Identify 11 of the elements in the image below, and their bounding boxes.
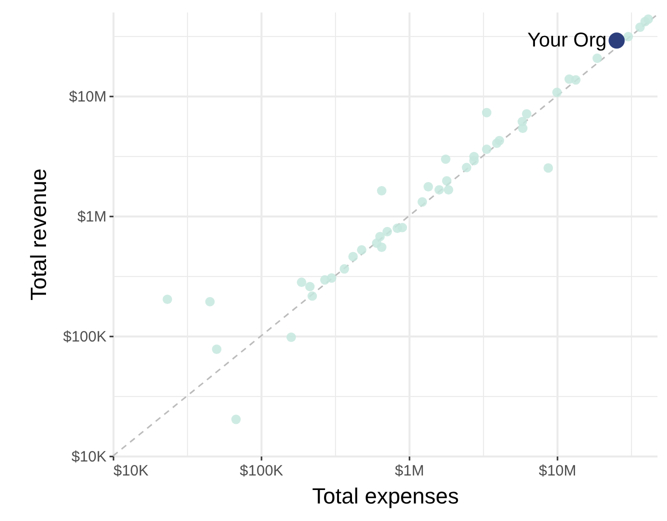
x-tick-label: $1M [394, 462, 424, 480]
x-tick-label: $10M [538, 462, 576, 480]
series-label: Your Org [527, 30, 607, 52]
x-axis-title: Total expenses [312, 484, 459, 508]
y-tick-label: $100K [63, 328, 106, 346]
y-axis-title: Total revenue [26, 168, 52, 301]
y-tick-label: $10K [71, 448, 106, 466]
y-tick-label: $10M [68, 88, 106, 106]
x-tick-label: $10K [114, 462, 149, 480]
y-tick-label: $1M [77, 208, 106, 226]
x-tick-label: $100K [240, 462, 284, 480]
